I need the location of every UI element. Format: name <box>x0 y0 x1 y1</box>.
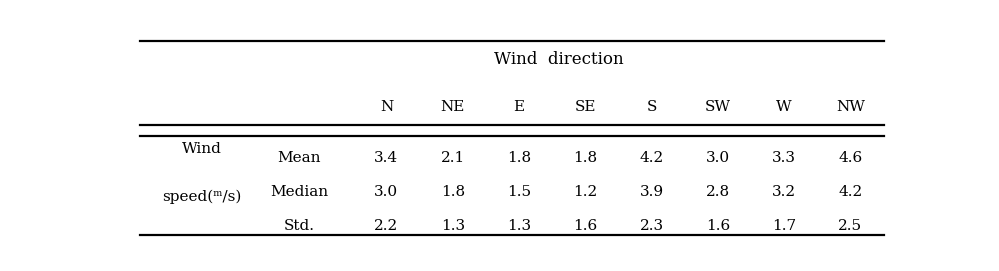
Text: 3.3: 3.3 <box>772 151 796 165</box>
Text: 1.8: 1.8 <box>573 151 597 165</box>
Text: Wind  direction: Wind direction <box>494 51 623 68</box>
Text: 2.2: 2.2 <box>375 218 399 233</box>
Text: Mean: Mean <box>278 151 321 165</box>
Text: 4.2: 4.2 <box>639 151 663 165</box>
Text: 3.4: 3.4 <box>375 151 399 165</box>
Text: SW: SW <box>705 100 731 114</box>
Text: speed(ᵐ/s): speed(ᵐ/s) <box>163 189 242 204</box>
Text: 1.8: 1.8 <box>441 185 465 199</box>
Text: 2.3: 2.3 <box>639 218 663 233</box>
Text: 1.8: 1.8 <box>506 151 531 165</box>
Text: SE: SE <box>574 100 596 114</box>
Text: 1.6: 1.6 <box>705 218 730 233</box>
Text: NW: NW <box>836 100 865 114</box>
Text: N: N <box>380 100 393 114</box>
Text: 1.5: 1.5 <box>506 185 531 199</box>
Text: 1.3: 1.3 <box>506 218 531 233</box>
Text: Wind: Wind <box>183 142 222 156</box>
Text: 1.6: 1.6 <box>573 218 597 233</box>
Text: 1.3: 1.3 <box>441 218 465 233</box>
Text: 3.9: 3.9 <box>639 185 663 199</box>
Text: S: S <box>646 100 656 114</box>
Text: 2.1: 2.1 <box>441 151 465 165</box>
Text: 4.2: 4.2 <box>838 185 862 199</box>
Text: 4.6: 4.6 <box>838 151 862 165</box>
Text: Std.: Std. <box>284 218 315 233</box>
Text: E: E <box>513 100 524 114</box>
Text: NE: NE <box>441 100 465 114</box>
Text: Median: Median <box>270 185 328 199</box>
Text: 1.7: 1.7 <box>772 218 796 233</box>
Text: 1.2: 1.2 <box>573 185 597 199</box>
Text: W: W <box>776 100 792 114</box>
Text: 2.8: 2.8 <box>706 185 730 199</box>
Text: 3.2: 3.2 <box>772 185 796 199</box>
Text: 3.0: 3.0 <box>375 185 399 199</box>
Text: 2.5: 2.5 <box>838 218 862 233</box>
Text: 3.0: 3.0 <box>706 151 730 165</box>
